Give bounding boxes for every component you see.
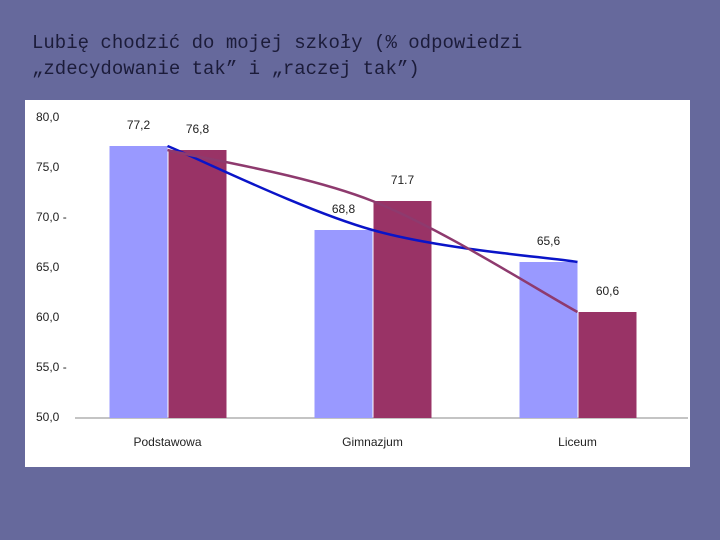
bar	[519, 262, 578, 418]
y-tick-label: 70,0 -	[36, 210, 67, 224]
title-line: Lubię chodzić do mojej szkoły (% odpowie…	[32, 32, 522, 54]
bar	[578, 312, 637, 418]
trend-line	[167, 144, 578, 264]
y-tick-label: 80,0	[36, 110, 60, 124]
title-line: „zdecydowanie tak” i „raczej tak”)	[32, 58, 420, 80]
value-label: 77,2	[127, 118, 151, 132]
value-label: 68,8	[332, 202, 356, 216]
value-label: 76,8	[186, 122, 210, 136]
x-tick-label: Gimnazjum	[342, 435, 403, 449]
bar	[314, 230, 373, 418]
value-label: 71.7	[391, 173, 415, 187]
y-tick-label: 65,0	[36, 260, 60, 274]
y-tick-label: 55,0 -	[36, 360, 67, 374]
bar	[168, 150, 227, 418]
y-tick-label: 50,0	[36, 410, 60, 424]
bar	[109, 146, 168, 418]
value-label: 65,6	[537, 234, 561, 248]
value-label: 60,6	[596, 284, 620, 298]
x-tick-label: Podstawowa	[133, 435, 201, 449]
x-tick-label: Liceum	[558, 435, 597, 449]
y-tick-label: 60,0	[36, 310, 60, 324]
y-tick-label: 75,0	[36, 160, 60, 174]
trend-line	[167, 148, 579, 314]
